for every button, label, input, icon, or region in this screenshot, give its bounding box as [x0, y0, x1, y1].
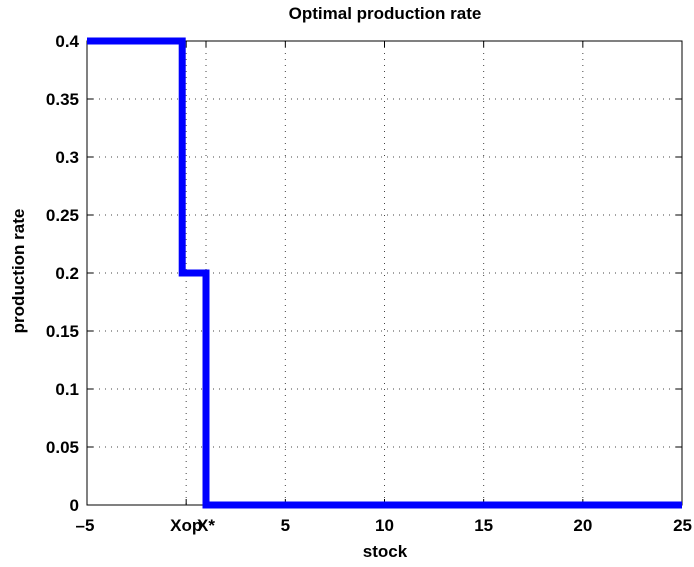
x-tick-label: –5 [76, 516, 95, 535]
y-tick-label: 0.05 [46, 438, 79, 457]
y-tick-label: 0.1 [55, 380, 79, 399]
ticks [86, 40, 683, 506]
x-tick-label: 20 [573, 516, 592, 535]
grid [87, 41, 682, 505]
x-tick-label: 5 [281, 516, 290, 535]
x-tick-label: 10 [375, 516, 394, 535]
y-tick-label: 0.2 [55, 264, 79, 283]
x-tick-label: 25 [673, 516, 692, 535]
x-tick-label: 15 [474, 516, 493, 535]
y-tick-label: 0.3 [55, 148, 79, 167]
series-line [87, 37, 682, 509]
x-tick-label: X* [197, 516, 215, 535]
series-group [87, 37, 682, 509]
y-tick-label: 0.15 [46, 322, 79, 341]
y-tick-label: 0.4 [55, 32, 79, 51]
y-axis-label: production rate [9, 209, 28, 334]
y-tick-label: 0.35 [46, 90, 79, 109]
x-axis-label: stock [363, 542, 408, 561]
x-tick-label: Xop [170, 516, 202, 535]
axes-box [86, 40, 683, 506]
y-tick-label: 0.25 [46, 206, 79, 225]
y-tick-labels: 0 0.05 0.1 0.15 0.2 0.25 0.3 0.35 0.4 [46, 32, 80, 515]
y-tick-label: 0 [70, 496, 79, 515]
chart-title: Optimal production rate [289, 4, 482, 23]
